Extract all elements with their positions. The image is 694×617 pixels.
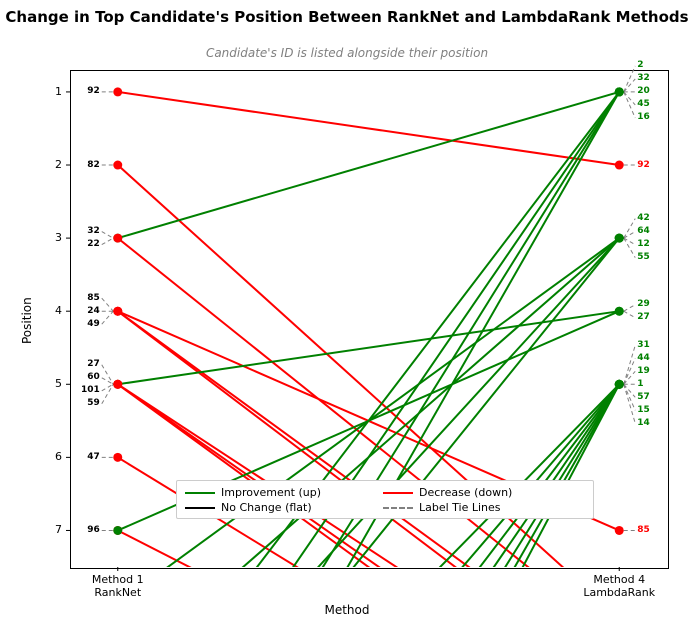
- candidate-id-label: 49: [87, 319, 100, 329]
- candidate-id-label: 20: [637, 86, 650, 96]
- legend: Improvement (up) Decrease (down) No Change…: [176, 480, 594, 519]
- candidate-id-label: 31: [637, 340, 650, 350]
- y-tick-label: 4: [40, 304, 62, 317]
- candidate-id-label: 42: [637, 213, 650, 223]
- legend-item: No Change (flat): [185, 501, 365, 514]
- candidate-id-label: 15: [637, 405, 650, 415]
- candidate-id-label: 19: [637, 366, 650, 376]
- y-tick-label: 5: [40, 377, 62, 390]
- candidate-id-label: 22: [87, 239, 100, 249]
- candidate-id-label: 57: [637, 392, 650, 402]
- candidate-id-label: 27: [637, 312, 650, 322]
- candidate-id-label: 85: [637, 525, 650, 535]
- x-tick-label: Method 4 LambdaRank: [569, 573, 669, 599]
- candidate-id-label: 59: [87, 398, 100, 408]
- chart-subtitle: Candidate's ID is listed alongside their…: [0, 46, 694, 60]
- legend-item: Label Tie Lines: [383, 501, 563, 514]
- x-axis-label: Method: [0, 603, 694, 617]
- y-tick-label: 6: [40, 450, 62, 463]
- x-tick-label: Method 1 RankNet: [68, 573, 168, 599]
- candidate-id-label: 85: [87, 293, 100, 303]
- candidate-id-label: 32: [87, 226, 100, 236]
- candidate-id-label: 12: [637, 239, 650, 249]
- candidate-id-label: 32: [637, 73, 650, 83]
- candidate-id-label: 92: [637, 160, 650, 170]
- y-tick-label: 7: [40, 523, 62, 536]
- candidate-id-label: 82: [87, 160, 100, 170]
- candidate-id-label: 47: [87, 452, 100, 462]
- candidate-id-label: 14: [637, 418, 650, 428]
- candidate-id-label: 1: [637, 379, 643, 389]
- candidate-id-label: 16: [637, 112, 650, 122]
- y-tick-label: 1: [40, 85, 62, 98]
- candidate-id-label: 44: [637, 353, 650, 363]
- candidate-id-label: 27: [87, 359, 100, 369]
- candidate-id-label: 64: [637, 226, 650, 236]
- y-tick-label: 2: [40, 158, 62, 171]
- y-tick-label: 3: [40, 231, 62, 244]
- candidate-id-label: 96: [87, 525, 100, 535]
- chart-title: Change in Top Candidate's Position Betwe…: [0, 8, 694, 26]
- candidate-id-label: 45: [637, 99, 650, 109]
- y-axis-label: Position: [20, 297, 34, 344]
- candidate-id-label: 24: [87, 306, 100, 316]
- candidate-id-label: 101: [81, 385, 100, 395]
- candidate-id-label: 29: [637, 299, 650, 309]
- candidate-id-label: 55: [637, 252, 650, 262]
- legend-item: Decrease (down): [383, 486, 563, 499]
- candidate-id-label: 60: [87, 372, 100, 382]
- candidate-id-label: 92: [87, 86, 100, 96]
- legend-item: Improvement (up): [185, 486, 365, 499]
- candidate-id-label: 2: [637, 60, 643, 70]
